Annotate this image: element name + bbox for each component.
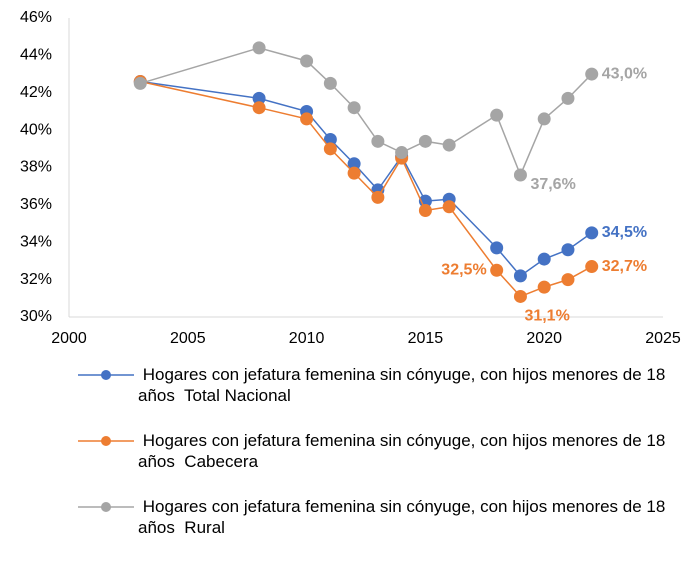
legend-dot	[101, 502, 111, 512]
data-point	[371, 190, 385, 204]
data-point	[347, 157, 361, 171]
data-point	[585, 260, 599, 274]
legend-label: Hogares con jefatura femenina sin cónyug…	[138, 365, 671, 405]
data-point	[323, 76, 337, 90]
data-point	[371, 134, 385, 148]
data-point	[490, 241, 504, 255]
y-tick-label: 38%	[20, 159, 52, 176]
legend-marker	[78, 502, 134, 512]
data-label: 37,6%	[530, 176, 575, 193]
y-tick-label: 30%	[20, 308, 52, 325]
data-point	[490, 263, 504, 277]
data-label: 32,5%	[441, 262, 486, 279]
data-point	[513, 289, 527, 303]
data-point	[252, 101, 266, 115]
legend-dot	[101, 370, 111, 380]
data-point	[561, 243, 575, 257]
y-tick-label: 40%	[20, 121, 52, 138]
chart: 30% 32% 34% 36% 38% 40% 42% 44% 46% 2000 2005 2010 2…	[20, 9, 681, 347]
x-tick-label: 2020	[526, 330, 562, 347]
data-label: 34,5%	[602, 224, 647, 241]
data-point	[537, 280, 551, 294]
data-point	[561, 91, 575, 105]
y-tick-label: 34%	[20, 233, 52, 250]
legend-item: Hogares con jefatura femenina sin cónyug…	[78, 364, 678, 420]
y-tick-label: 42%	[20, 84, 52, 101]
data-point	[537, 112, 551, 126]
data-point	[490, 108, 504, 122]
data-point	[252, 41, 266, 55]
data-point	[513, 269, 527, 283]
y-tick-label: 46%	[20, 9, 52, 26]
data-point	[300, 112, 314, 126]
y-tick-label: 32%	[20, 271, 52, 288]
legend-item: Hogares con jefatura femenina sin cónyug…	[78, 430, 678, 486]
data-label: 31,1%	[524, 308, 569, 325]
legend-dot	[101, 436, 111, 446]
legend-label: Hogares con jefatura femenina sin cónyug…	[138, 431, 671, 471]
y-tick-label: 44%	[20, 47, 52, 64]
legend-label: Hogares con jefatura femenina sin cónyug…	[138, 497, 671, 537]
data-label: 32,7%	[602, 258, 647, 275]
y-tick-label: 36%	[20, 196, 52, 213]
x-tick-label: 2000	[51, 330, 87, 347]
x-tick-label: 2025	[645, 330, 681, 347]
x-tick-label: 2015	[408, 330, 444, 347]
data-point	[585, 226, 599, 240]
data-point	[442, 200, 456, 214]
data-point	[323, 142, 337, 156]
data-point	[418, 134, 432, 148]
legend-marker	[78, 370, 134, 380]
data-point	[585, 67, 599, 81]
data-label: 43,0%	[602, 65, 647, 82]
series-line	[140, 80, 593, 298]
series-line	[140, 47, 593, 177]
data-point	[252, 91, 266, 105]
data-point	[347, 166, 361, 180]
data-point	[537, 252, 551, 266]
legend-marker	[78, 436, 134, 446]
data-point	[133, 76, 147, 90]
data-point	[442, 138, 456, 152]
x-tick-label: 2010	[289, 330, 325, 347]
data-point	[513, 168, 527, 182]
data-point	[561, 273, 575, 287]
legend-item: Hogares con jefatura femenina sin cónyug…	[78, 496, 678, 552]
data-point	[347, 101, 361, 115]
data-point	[323, 132, 337, 146]
data-point	[300, 54, 314, 68]
data-point	[395, 146, 409, 160]
data-point	[418, 203, 432, 217]
x-tick-label: 2005	[170, 330, 206, 347]
